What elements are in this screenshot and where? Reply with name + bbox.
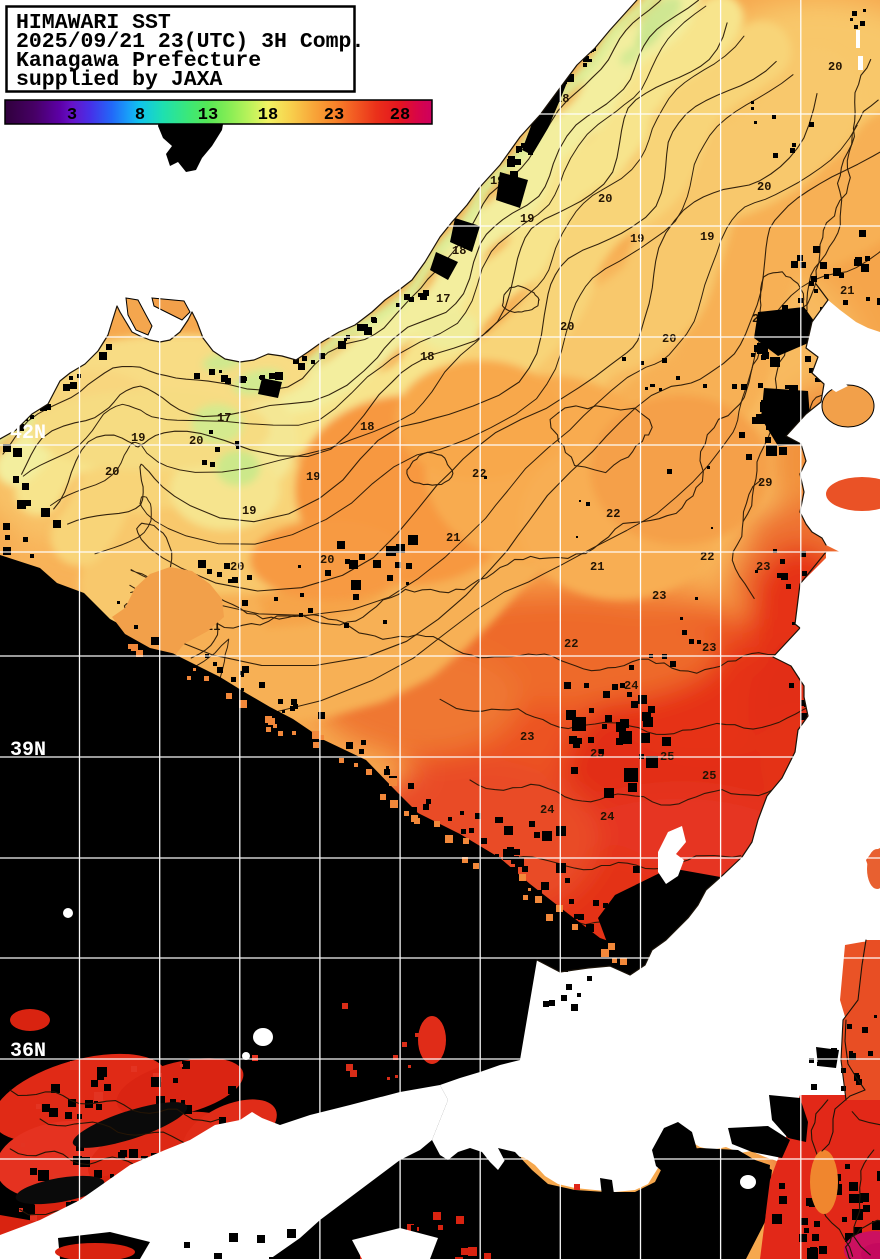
svg-text:20: 20 [230, 560, 244, 574]
svg-text:19: 19 [242, 504, 256, 518]
svg-text:Kanagawa Prefecture: Kanagawa Prefecture [16, 49, 261, 73]
svg-text:23: 23 [324, 106, 344, 125]
svg-text:25: 25 [702, 769, 716, 783]
svg-text:18: 18 [420, 350, 434, 364]
svg-text:23: 23 [520, 730, 534, 744]
svg-text:39N: 39N [10, 739, 46, 762]
svg-text:8: 8 [135, 106, 145, 125]
svg-text:23: 23 [702, 641, 716, 655]
svg-text:20: 20 [828, 60, 842, 74]
svg-text:19: 19 [306, 470, 320, 484]
svg-text:17: 17 [217, 411, 231, 425]
svg-text:20: 20 [598, 192, 612, 206]
svg-text:supplied by JAXA: supplied by JAXA [16, 68, 223, 92]
svg-text:21: 21 [590, 560, 604, 574]
svg-text:28: 28 [390, 106, 410, 125]
svg-text:20: 20 [662, 332, 676, 346]
svg-text:24: 24 [624, 679, 638, 693]
svg-text:20: 20 [105, 465, 119, 479]
svg-text:23: 23 [756, 560, 770, 574]
svg-text:18: 18 [258, 106, 278, 125]
svg-text:22: 22 [564, 637, 578, 651]
svg-text:19: 19 [630, 232, 644, 246]
svg-text:HIMAWARI SST: HIMAWARI SST [16, 11, 171, 35]
svg-text:24: 24 [540, 803, 554, 817]
svg-text:18: 18 [360, 420, 374, 434]
svg-text:22: 22 [700, 550, 714, 564]
svg-text:24: 24 [600, 810, 614, 824]
svg-text:23: 23 [652, 589, 666, 603]
svg-text:21: 21 [840, 284, 854, 298]
svg-text:20: 20 [757, 180, 771, 194]
svg-text:19: 19 [131, 431, 145, 445]
svg-text:42N: 42N [10, 422, 46, 445]
svg-text:13: 13 [198, 106, 218, 125]
svg-text:29: 29 [758, 476, 772, 490]
svg-text:20: 20 [189, 434, 203, 448]
svg-text:2025/09/21 23(UTC) 3H Comp.: 2025/09/21 23(UTC) 3H Comp. [16, 30, 364, 54]
svg-text:19: 19 [520, 212, 534, 226]
svg-text:22: 22 [606, 507, 620, 521]
svg-text:17: 17 [436, 292, 450, 306]
svg-text:3: 3 [67, 106, 77, 125]
svg-text:36N: 36N [10, 1040, 46, 1063]
svg-text:20: 20 [320, 553, 334, 567]
svg-text:20: 20 [560, 320, 574, 334]
svg-text:22: 22 [472, 467, 486, 481]
svg-text:19: 19 [700, 230, 714, 244]
svg-text:21: 21 [446, 531, 460, 545]
